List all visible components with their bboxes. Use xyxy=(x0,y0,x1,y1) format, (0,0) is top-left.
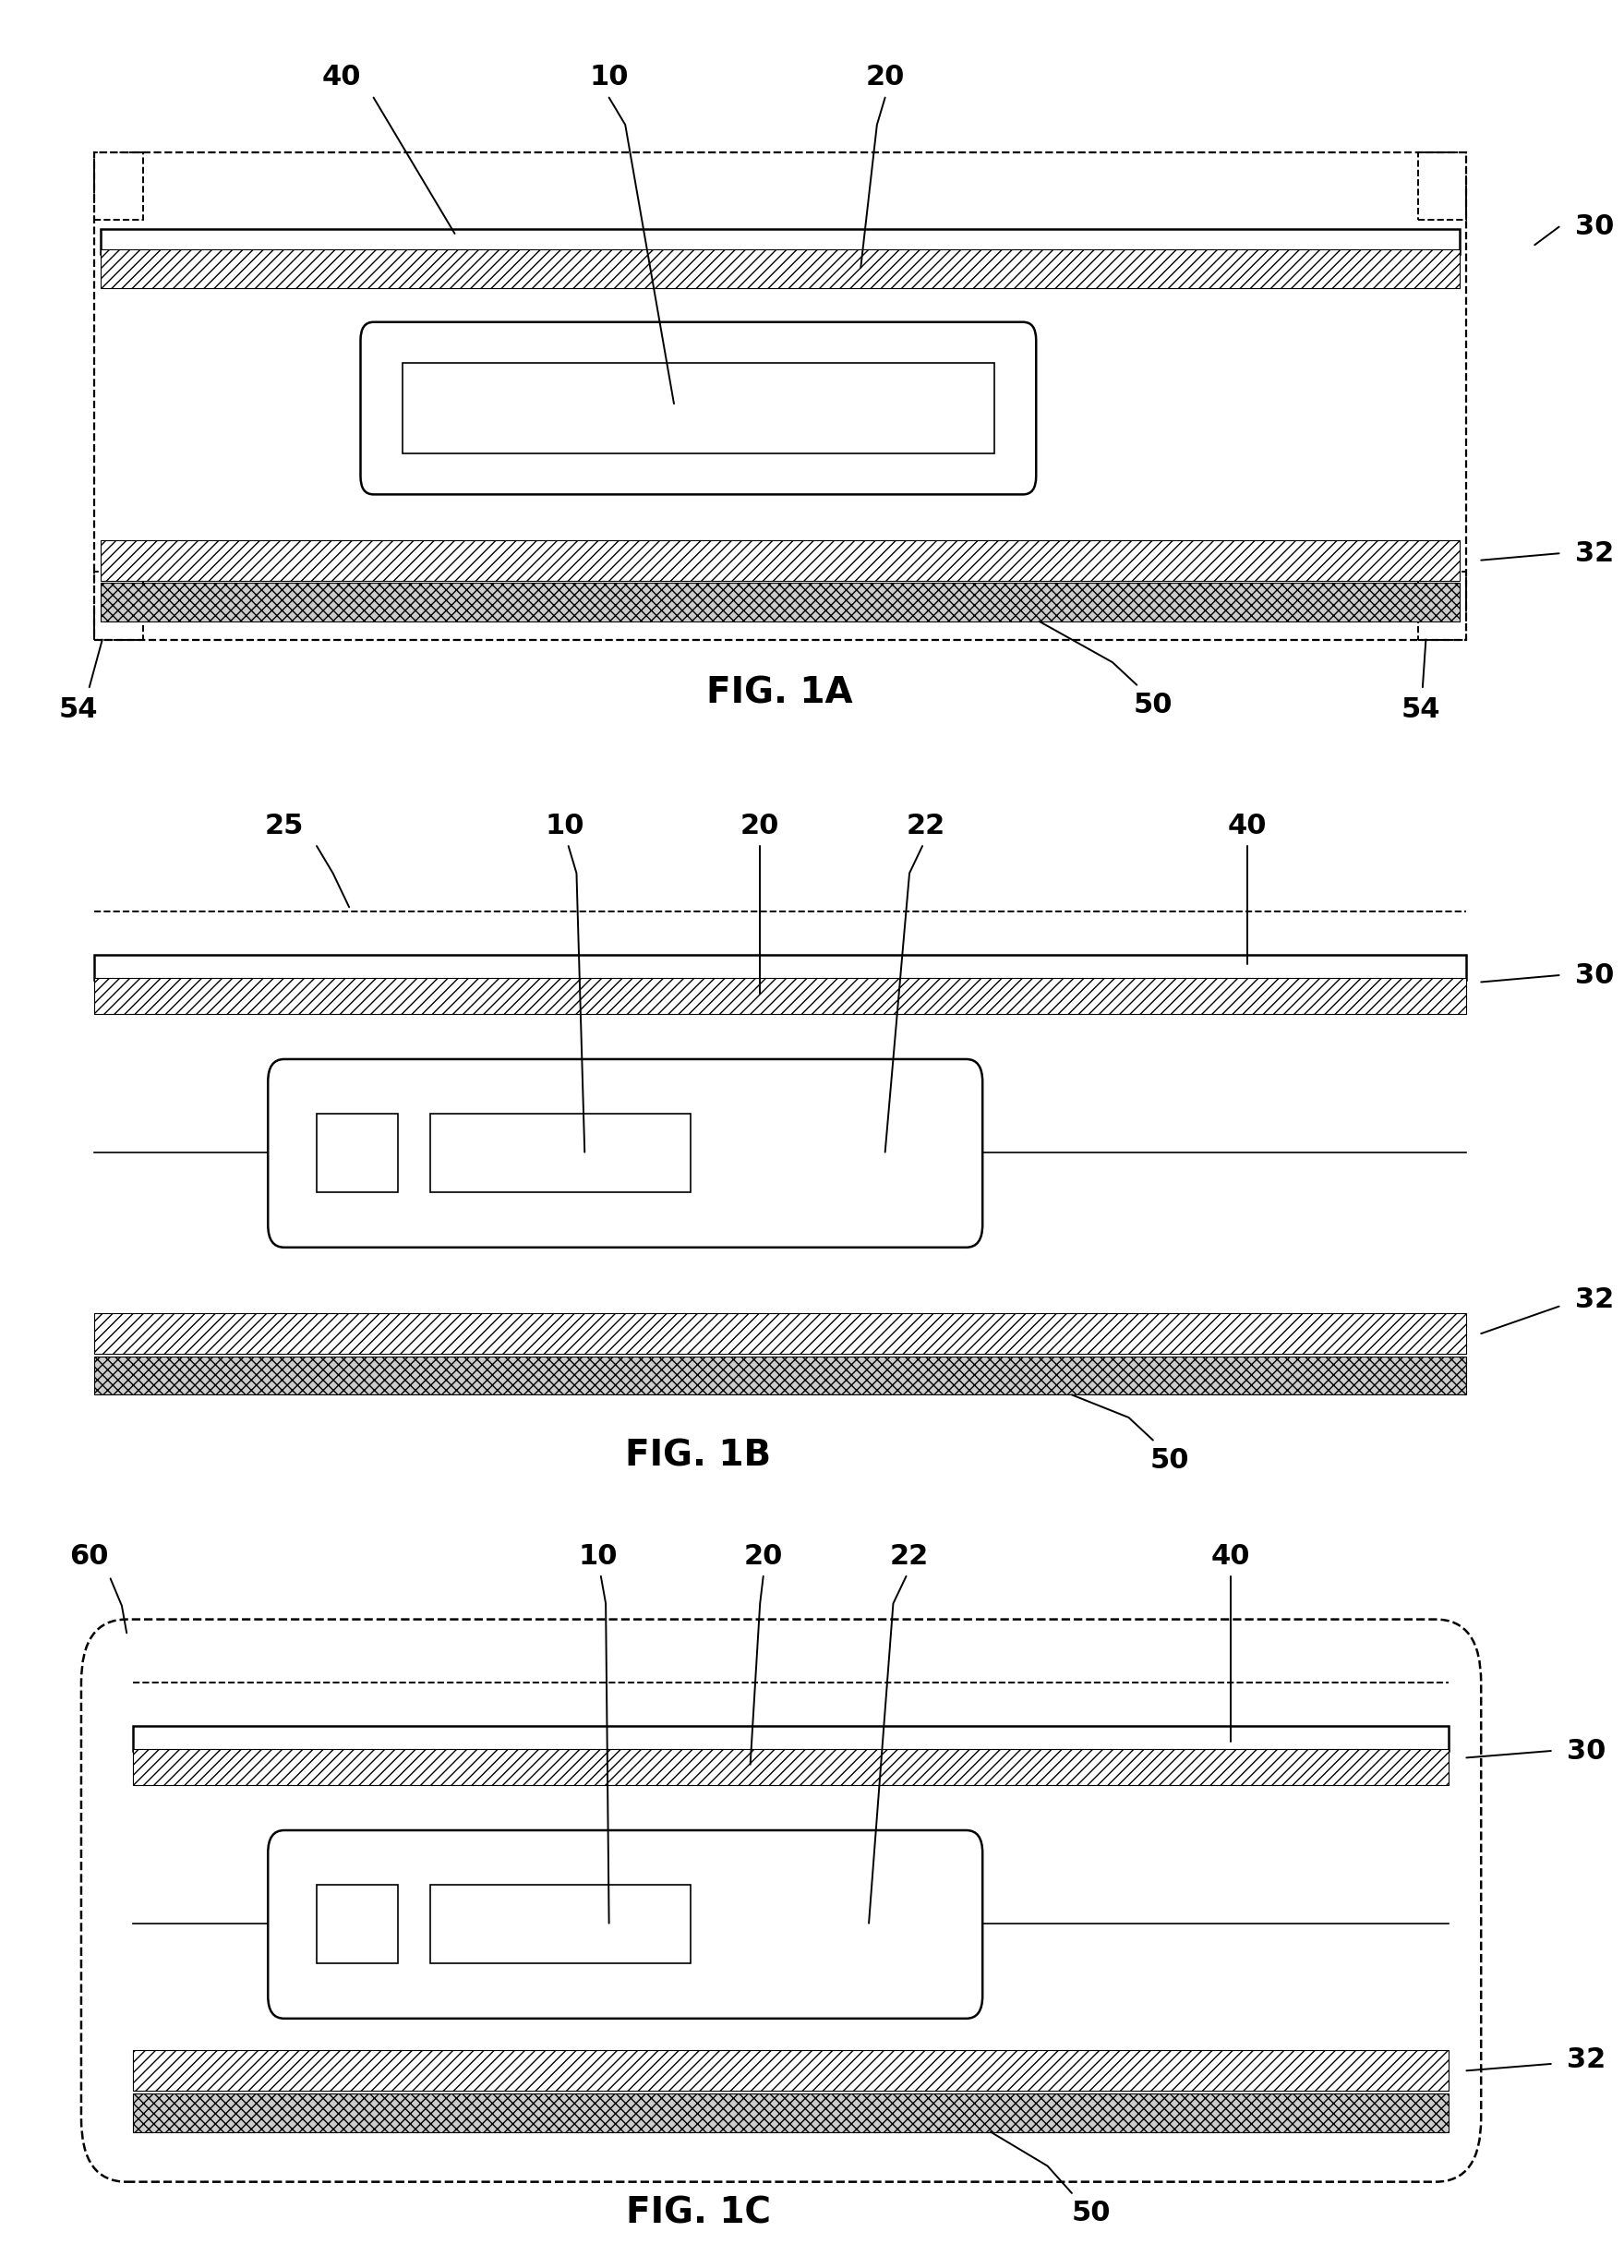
Bar xyxy=(94,955,1466,980)
Bar xyxy=(133,1749,1449,1785)
Bar xyxy=(317,1114,398,1193)
Text: 50: 50 xyxy=(1134,692,1173,719)
Text: 32: 32 xyxy=(1567,2046,1606,2073)
Text: FIG. 1B: FIG. 1B xyxy=(625,1438,771,1472)
Bar xyxy=(1418,152,1466,220)
Bar xyxy=(430,1885,690,1964)
Text: 32: 32 xyxy=(1575,540,1614,567)
Text: FIG. 1C: FIG. 1C xyxy=(625,2195,771,2229)
Text: 30: 30 xyxy=(1575,962,1614,989)
Text: 40: 40 xyxy=(1228,812,1267,839)
Text: 10: 10 xyxy=(546,812,585,839)
Bar xyxy=(430,1114,690,1193)
FancyBboxPatch shape xyxy=(268,1830,983,2019)
Text: 50: 50 xyxy=(1072,2200,1111,2227)
Bar xyxy=(101,249,1460,288)
Text: 32: 32 xyxy=(1575,1286,1614,1313)
Text: 25: 25 xyxy=(265,812,304,839)
Text: 40: 40 xyxy=(322,64,361,91)
Bar xyxy=(101,583,1460,621)
Text: 40: 40 xyxy=(1212,1542,1250,1569)
FancyBboxPatch shape xyxy=(268,1059,983,1247)
Text: 54: 54 xyxy=(58,696,97,723)
Text: 10: 10 xyxy=(590,64,628,91)
Text: 30: 30 xyxy=(1575,213,1614,240)
Text: 20: 20 xyxy=(741,812,780,839)
Text: FIG. 1A: FIG. 1A xyxy=(706,676,853,710)
Text: 20: 20 xyxy=(866,64,905,91)
Bar xyxy=(133,2050,1449,2091)
Text: 50: 50 xyxy=(1150,1447,1189,1474)
Bar xyxy=(133,1726,1449,1751)
Text: 22: 22 xyxy=(890,1542,929,1569)
Text: 20: 20 xyxy=(744,1542,783,1569)
Bar xyxy=(94,1313,1466,1354)
Bar xyxy=(94,978,1466,1014)
Bar xyxy=(94,152,1466,640)
Text: 22: 22 xyxy=(906,812,945,839)
Bar xyxy=(133,2093,1449,2132)
Text: 10: 10 xyxy=(578,1542,617,1569)
Bar xyxy=(101,540,1460,581)
Bar xyxy=(101,229,1460,254)
Bar xyxy=(94,1356,1466,1395)
Bar xyxy=(94,152,143,220)
Text: 54: 54 xyxy=(1402,696,1440,723)
Bar xyxy=(403,363,994,454)
Bar xyxy=(1418,572,1466,640)
FancyBboxPatch shape xyxy=(361,322,1036,494)
Bar xyxy=(94,572,143,640)
Text: 30: 30 xyxy=(1567,1737,1606,1765)
Text: 60: 60 xyxy=(70,1542,109,1569)
Bar xyxy=(317,1885,398,1964)
